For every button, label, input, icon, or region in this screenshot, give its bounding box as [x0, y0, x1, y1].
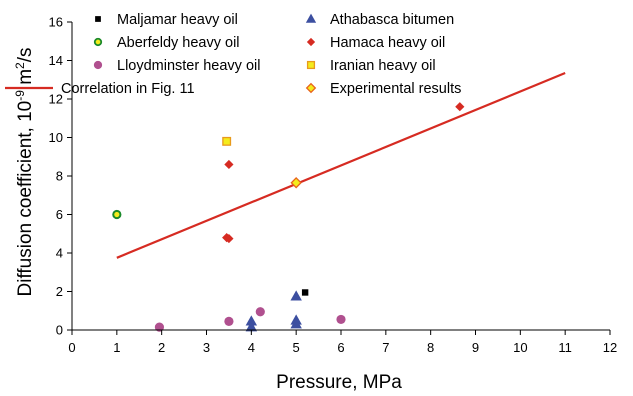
- legend-label-2: Aberfeldy heavy oil: [117, 35, 240, 51]
- x-tick-label-9: 9: [472, 340, 479, 355]
- legend-marker-0: [95, 16, 101, 22]
- point-s7-0: [290, 177, 302, 189]
- x-tick-label-8: 8: [427, 340, 434, 355]
- x-tick-label-12: 12: [603, 340, 617, 355]
- point-s2-0: [112, 209, 122, 220]
- x-tick-label-1: 1: [113, 340, 120, 355]
- y-tick-label-4: 8: [56, 169, 63, 184]
- point-s4-0: [154, 322, 165, 332]
- y-tick-label-2: 4: [56, 246, 63, 261]
- x-tick-label-5: 5: [293, 340, 300, 355]
- x-tick-label-7: 7: [382, 340, 389, 355]
- x-tick-label-0: 0: [68, 340, 75, 355]
- legend-label-6: Correlation in Fig. 11: [61, 81, 195, 97]
- point-s5-0: [222, 136, 232, 146]
- legend-label-1: Athabasca bitumen: [330, 12, 454, 28]
- point-s4-1: [224, 316, 234, 326]
- x-tick-label-4: 4: [248, 340, 255, 355]
- x-tick-label-10: 10: [513, 340, 527, 355]
- y-tick-label-7: 14: [49, 53, 63, 68]
- plot-marks: [112, 71, 566, 332]
- x-tick-label-6: 6: [337, 340, 344, 355]
- point-s3-0: [224, 159, 234, 170]
- y-tick-label-1: 2: [56, 284, 63, 299]
- x-tick-label-11: 11: [558, 340, 572, 355]
- y-tick-label-3: 6: [56, 207, 63, 222]
- y-tick-label-8: 16: [49, 15, 63, 30]
- x-tick-label-3: 3: [203, 340, 210, 355]
- point-s0-0: [301, 289, 309, 296]
- x-axis-title: Pressure, MPa: [276, 372, 402, 393]
- legend-marker-5: [306, 60, 316, 70]
- point-s1-4: [290, 318, 302, 329]
- point-s4-3: [336, 314, 346, 325]
- point-s1-1: [245, 321, 258, 332]
- legend-label-4: Lloydminster heavy oil: [117, 58, 260, 74]
- legend-marker-1: [305, 13, 317, 23]
- y-tick-label-0: 0: [56, 323, 63, 338]
- legend-label-3: Hamaca heavy oil: [330, 35, 445, 51]
- legend-marker-4: [93, 60, 103, 70]
- point-s1-2: [290, 290, 302, 301]
- legend-marker-7: [305, 82, 317, 94]
- legend-marker-2: [93, 37, 103, 47]
- point-s1-0: [245, 315, 258, 326]
- legend-label-0: Maljamar heavy oil: [117, 12, 238, 28]
- legend-marker-3: [306, 37, 316, 47]
- x-tick-label-2: 2: [158, 340, 165, 355]
- point-s4-2: [255, 307, 265, 317]
- point-s3-2: [224, 233, 234, 244]
- y-tick-label-6: 12: [49, 92, 63, 107]
- legend-label-5: Iranian heavy oil: [330, 58, 436, 74]
- y-tick-label-5: 10: [49, 130, 63, 145]
- legend-label-7: Experimental results: [330, 81, 461, 97]
- legend: Maljamar heavy oil Athabasca bitumen Aberf…: [5, 12, 461, 97]
- y-axis-title: Diffusion coefficient, 10-9 m2/s: [13, 47, 36, 296]
- correlation-line: [116, 71, 566, 259]
- point-s3-3: [455, 102, 465, 112]
